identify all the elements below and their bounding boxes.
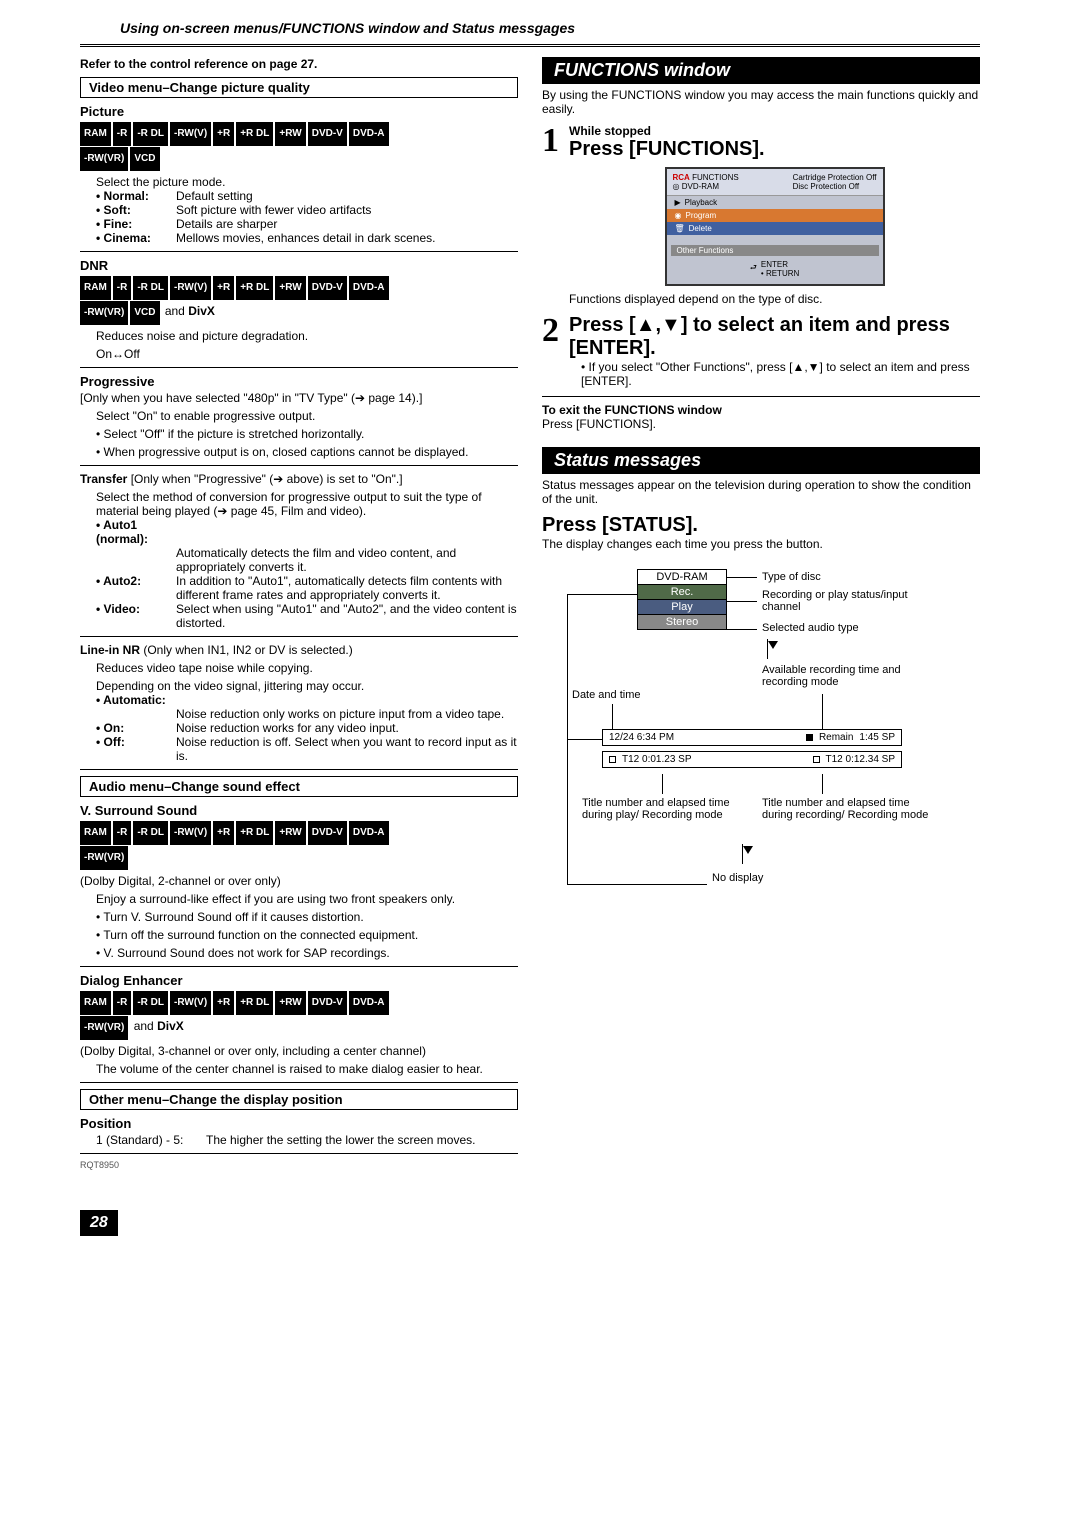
- left-column: Refer to the control reference on page 2…: [80, 57, 518, 1160]
- audio-menu-title: Audio menu–Change sound effect: [80, 776, 518, 797]
- position-label: Position: [80, 1116, 518, 1131]
- picture-label: Picture: [80, 104, 518, 119]
- exit-line: Press [FUNCTIONS].: [542, 417, 980, 431]
- press-status: Press [STATUS].: [542, 514, 980, 537]
- exit-title: To exit the FUNCTIONS window: [542, 403, 980, 417]
- right-column: FUNCTIONS window By using the FUNCTIONS …: [542, 57, 980, 1160]
- step-2: 2 Press [▲,▼] to select an item and pres…: [542, 314, 980, 388]
- functions-intro: By using the FUNCTIONS window you may ac…: [542, 88, 980, 116]
- page-title: Using on-screen menus/FUNCTIONS window a…: [80, 20, 980, 36]
- header-rule: [80, 44, 980, 47]
- footer-rqt: RQT8950: [80, 1160, 980, 1170]
- page-number: 28: [80, 1210, 118, 1236]
- picture-badges: RAM-R-R DL-RW(V)+R+R DL+RWDVD-VDVD-A -RW…: [80, 121, 518, 171]
- video-menu-title: Video menu–Change picture quality: [80, 77, 518, 98]
- vsurround-label: V. Surround Sound: [80, 803, 518, 818]
- status-bar: Status messages: [542, 447, 980, 474]
- transfer-row: Transfer [Only when "Progressive" (➔ abo…: [80, 472, 518, 486]
- vsurround-badges: RAM-R-R DL-RW(V)+R+R DL+RWDVD-VDVD-A -RW…: [80, 820, 518, 870]
- dialog-label: Dialog Enhancer: [80, 973, 518, 988]
- other-menu-title: Other menu–Change the display position: [80, 1089, 518, 1110]
- status-intro: Status messages appear on the television…: [542, 478, 980, 506]
- linein-row: Line-in NR (Only when IN1, IN2 or DV is …: [80, 643, 518, 657]
- status-subtitle: The display changes each time you press …: [542, 537, 980, 551]
- step-1: 1 While stopped Press [FUNCTIONS]. RCA F…: [542, 124, 980, 306]
- functions-screen: RCA FUNCTIONS◎ DVD-RAM Cartridge Protect…: [665, 167, 885, 286]
- dnr-badges: RAM-R-R DL-RW(V)+R+R DL+RWDVD-VDVD-A -RW…: [80, 275, 518, 325]
- picture-intro: Select the picture mode.: [96, 175, 518, 189]
- functions-bar: FUNCTIONS window: [542, 57, 980, 84]
- picture-mode-row: • Normal:Default setting: [96, 189, 518, 203]
- status-diagram: DVD-RAM Rec. Play Stereo Type of disc Re…: [542, 559, 980, 909]
- dnr-label: DNR: [80, 258, 518, 273]
- dialog-badges: RAM-R-R DL-RW(V)+R+R DL+RWDVD-VDVD-A -RW…: [80, 990, 518, 1040]
- control-ref: Refer to the control reference on page 2…: [80, 57, 518, 71]
- progressive-label: Progressive: [80, 374, 518, 389]
